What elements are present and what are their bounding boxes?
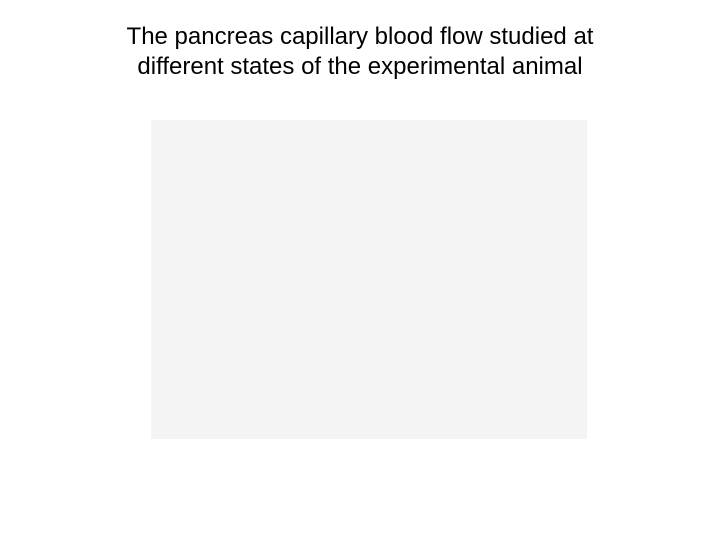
slide-title: The pancreas capillary blood flow studie… bbox=[0, 22, 720, 82]
slide: The pancreas capillary blood flow studie… bbox=[0, 0, 720, 540]
image-placeholder bbox=[151, 120, 587, 439]
title-line-1: The pancreas capillary blood flow studie… bbox=[127, 23, 594, 50]
title-line-2: different states of the experimental ani… bbox=[137, 53, 582, 80]
